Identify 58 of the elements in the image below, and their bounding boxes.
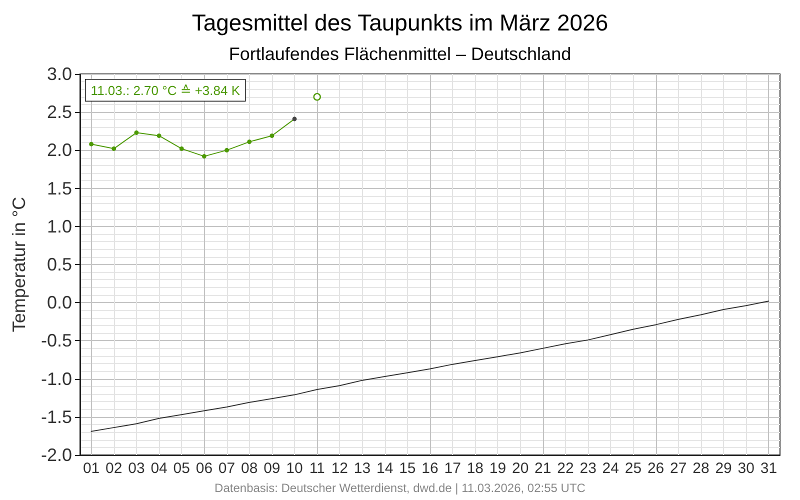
x-tick-label: 25 <box>624 460 642 477</box>
point <box>156 133 162 138</box>
x-tick-label: 21 <box>534 460 552 477</box>
point <box>224 148 230 152</box>
chart-subtitle: Fortlaufendes Flächenmittel – Deutschland <box>228 44 572 64</box>
point <box>270 133 274 138</box>
point <box>179 146 184 151</box>
x-tick-label: 24 <box>602 460 619 477</box>
x-tick-label: 08 <box>241 460 258 477</box>
x-tick-label: 09 <box>264 460 280 477</box>
line-series <box>90 300 770 432</box>
x-tick-label: 14 <box>376 460 394 477</box>
x-tick-label: 07 <box>218 460 236 477</box>
x-tick-label: 20 <box>512 460 529 477</box>
x-tick-label: 30 <box>738 460 754 477</box>
y-tick-label: 2.0 <box>46 140 72 160</box>
point <box>292 116 297 122</box>
x-tick-label: 04 <box>150 460 168 477</box>
x-tick-label: 19 <box>489 460 506 477</box>
x-tick-label: 06 <box>196 460 213 477</box>
x-tick-label: 02 <box>106 460 122 477</box>
x-tick-label: 28 <box>692 460 710 477</box>
y-tick-label: 0.0 <box>46 292 72 313</box>
x-tick-label: 01 <box>82 460 100 477</box>
y-tick-label: 0.5 <box>46 254 72 274</box>
x-tick-label: 26 <box>647 460 664 477</box>
text: Datenbasis: Deutscher Wetterdienst, dwd.de | 11.03.2026, 02:55 UTC <box>214 481 586 495</box>
x-tick-label: 11 <box>309 460 325 477</box>
x-tick-label: 17 <box>444 460 461 477</box>
x-tick-label: 16 <box>422 460 438 477</box>
y-axis-title: Temperatur in °C <box>9 196 29 332</box>
annotation: 11.03.: 2.70 °C ≙ +3.84 K <box>90 82 240 98</box>
x-tick-label: 18 <box>466 460 484 477</box>
y-tick-label: -0.5 <box>40 330 72 351</box>
x-tick-label: 05 <box>173 460 190 477</box>
x-tick-label: 13 <box>354 460 371 477</box>
y-tick-label: 1.0 <box>46 216 72 236</box>
y-tick-label: -2.0 <box>40 445 72 465</box>
chart-title: Tagesmittel des Taupunkts im März 2026 <box>192 10 608 36</box>
x-tick-label: 31 <box>760 460 778 477</box>
y-tick-label: 2.5 <box>46 102 72 122</box>
x-tick-label: 23 <box>580 460 596 477</box>
x-tick-label: 29 <box>715 460 732 477</box>
x-tick-label: 22 <box>557 460 574 477</box>
y-tick-label: 3.0 <box>46 64 72 84</box>
point <box>247 140 252 144</box>
x-tick-label: 10 <box>286 460 303 477</box>
point <box>89 142 94 146</box>
point <box>202 154 206 159</box>
point <box>112 146 116 151</box>
x-tick-label: 15 <box>399 460 416 477</box>
x-tick-label: 27 <box>670 460 687 477</box>
x-tick-label: 12 <box>331 460 348 477</box>
x-tick-label: 03 <box>128 460 145 477</box>
y-tick-label: 1.5 <box>46 178 72 198</box>
y-tick-label: -1.5 <box>40 406 72 427</box>
point <box>134 130 139 135</box>
y-tick-label: -1.0 <box>40 368 72 389</box>
